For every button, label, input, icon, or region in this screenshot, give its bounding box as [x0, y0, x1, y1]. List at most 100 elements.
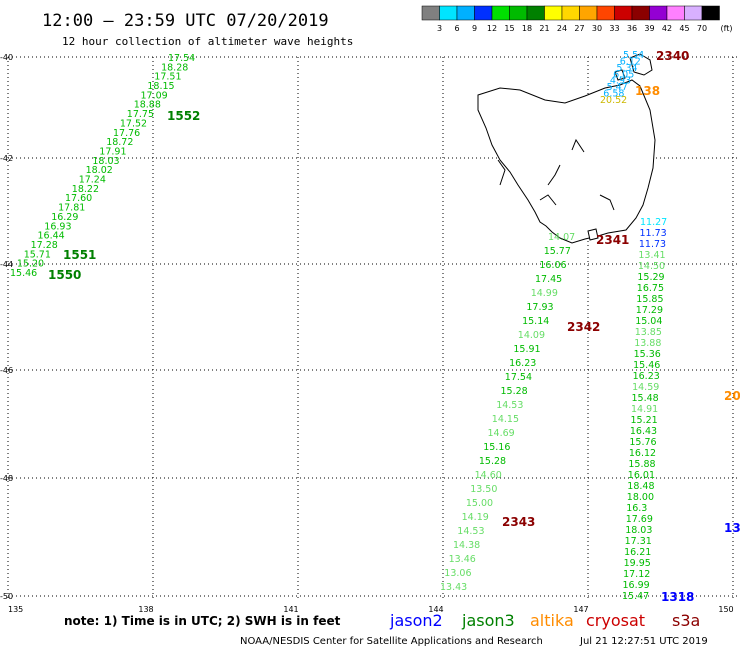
scale-label: 15: [504, 24, 514, 33]
wave-height-value: 15.00: [466, 498, 493, 509]
wave-height-value: 14.69: [488, 428, 515, 439]
scale-swatch: [544, 5, 563, 21]
wave-height-value: 16.99: [623, 580, 650, 591]
wave-height-value: 17.09: [141, 90, 168, 101]
rivers: [497, 138, 615, 211]
pass-label-20: 20: [724, 389, 740, 403]
lat-label: -40: [0, 53, 13, 62]
wave-height-value: 16.06: [539, 260, 566, 271]
wave-height-value: 16.3: [626, 503, 647, 514]
pass-label-1551: 1551: [63, 248, 96, 262]
scale-swatch: [701, 5, 720, 21]
wave-height-value: 11.73: [640, 228, 667, 239]
river: [599, 194, 615, 211]
map-subtitle: 12 hour collection of altimeter wave hei…: [62, 35, 353, 48]
lon-label: 135: [8, 605, 23, 614]
wave-height-value: 15.46: [633, 360, 660, 371]
wave-height-value: 17.93: [526, 302, 553, 313]
scale-label: 42: [662, 24, 672, 33]
wave-height-value: 16.43: [630, 426, 657, 437]
wave-height-value: 17.75: [127, 109, 154, 120]
wave-height-value: 6.58: [603, 89, 624, 100]
pass-label-138: 138: [635, 84, 660, 98]
lon-label: 138: [138, 605, 153, 614]
wave-height-value: 15.46: [10, 268, 37, 279]
legend-jason2: jason2: [389, 611, 443, 630]
wave-height-value: 17.12: [623, 569, 650, 580]
scale-swatch: [439, 5, 458, 21]
scale-label: 6: [454, 24, 459, 33]
pass-label-1550: 1550: [48, 268, 81, 282]
wave-height-value: 14.59: [632, 382, 659, 393]
wave-height-value: 13.50: [470, 484, 497, 495]
wave-height-value: 14.15: [492, 414, 519, 425]
wave-height-value: 13.06: [444, 568, 471, 579]
wave-height-value: 15.14: [522, 316, 549, 327]
wave-height-value: 15.47: [622, 591, 649, 602]
wave-height-value: 14.38: [453, 540, 480, 551]
graticule: [7, 56, 740, 600]
wave-height-value: 15.71: [24, 249, 51, 260]
river: [539, 194, 557, 206]
river: [571, 138, 585, 153]
scale-label: 45: [679, 24, 689, 33]
color-scale-bar: 3 6 9 12 15 18 21 24 27 30 33 36 39 42 45 70 (ft): [421, 5, 733, 33]
small-island: [614, 69, 626, 81]
wave-height-value: 18.48: [627, 481, 654, 492]
wave-height-value: 14.91: [631, 404, 658, 415]
wave-height-value: 17.52: [120, 118, 147, 129]
wave-height-value: 15.20: [17, 259, 44, 270]
wave-height-value: 17.54: [168, 53, 195, 64]
wave-height-value: 13.43: [440, 582, 467, 593]
wave-height-value: 14.53: [457, 526, 484, 537]
pass-label-2341: 2341: [596, 233, 629, 247]
legend-altika: altika: [530, 611, 574, 630]
satellite-tracks: 17.5418.2817.5118.1517.0918.8817.7517.52…: [10, 50, 667, 602]
lat-label: -50: [0, 592, 13, 601]
legend-s3a: s3a: [672, 611, 700, 630]
scale-label: 70: [697, 24, 707, 33]
pass-label-2342: 2342: [567, 320, 600, 334]
wave-height-value: 17.24: [79, 175, 106, 186]
wave-height-value: 19.95: [624, 558, 651, 569]
wave-height-value: 15.28: [501, 386, 528, 397]
scale-label: 18: [522, 24, 532, 33]
wave-height-value: 16.75: [637, 283, 664, 294]
wave-height-value: 5.47: [607, 82, 628, 93]
pass-label-1552: 1552: [167, 109, 200, 123]
wave-height-value: 17.45: [535, 274, 562, 285]
wave-height-value: 15.77: [544, 246, 571, 257]
scale-swatch: [456, 5, 475, 21]
river: [497, 159, 506, 186]
scale-label: 24: [557, 24, 567, 33]
river: [547, 164, 561, 186]
scale-label: 39: [644, 24, 654, 33]
wave-height-value: 14.53: [496, 400, 523, 411]
wave-height-value: 5.54: [623, 50, 644, 61]
scale-swatch: [684, 5, 703, 21]
scale-swatch: [579, 5, 598, 21]
wave-height-value: 5.34: [616, 63, 637, 74]
wave-height-value: 17.91: [99, 147, 126, 158]
wave-height-value: 18.00: [627, 492, 654, 503]
wave-height-value: 14.60: [475, 470, 502, 481]
wave-height-value: 17.54: [505, 372, 532, 383]
wave-height-value: 17.69: [626, 514, 653, 525]
pass-labels: 1552 1551 1550 2340 2341 2342 2343 138 1…: [48, 49, 740, 604]
map-title: 12:00 – 23:59 UTC 07/20/2019: [42, 11, 329, 31]
scale-label: 3: [437, 24, 442, 33]
wave-height-value: 6.05: [613, 69, 634, 80]
scale-label: 12: [487, 24, 497, 33]
wave-height-value: 14.19: [462, 512, 489, 523]
wave-height-value: 15.04: [635, 316, 662, 327]
scale-label: 21: [539, 24, 549, 33]
scale-swatch: [474, 5, 493, 21]
lon-label: 150: [718, 605, 733, 614]
wave-height-value: 17.51: [154, 72, 181, 83]
scale-swatch: [631, 5, 650, 21]
wave-height-value: 11.27: [640, 217, 667, 228]
wave-height-value: 16.93: [44, 221, 71, 232]
bruny-island: [587, 228, 599, 241]
wave-height-value: 15.91: [513, 344, 540, 355]
